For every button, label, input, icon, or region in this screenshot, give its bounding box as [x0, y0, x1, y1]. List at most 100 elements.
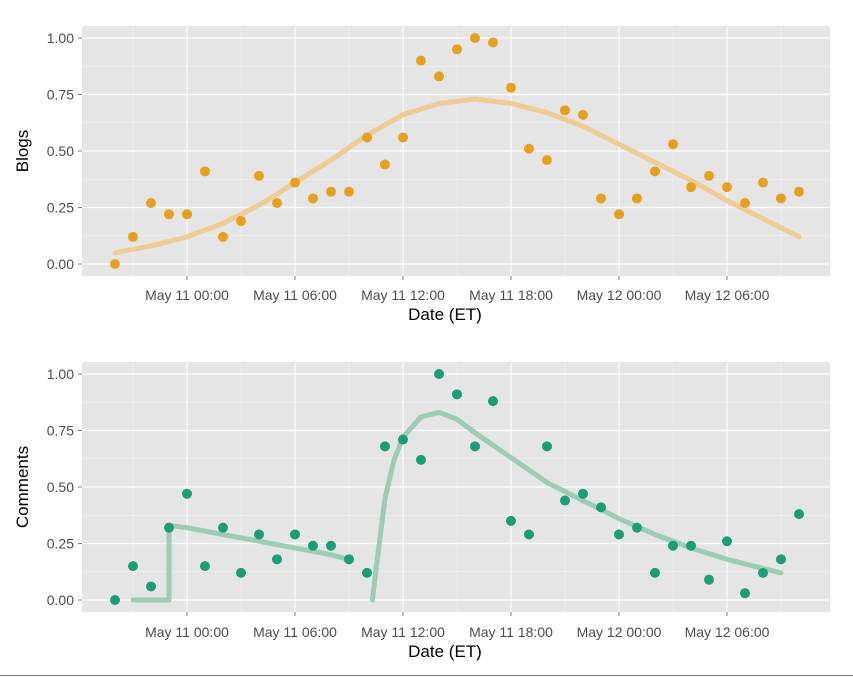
comments-data-point — [236, 567, 246, 578]
comments-data-point — [416, 454, 426, 465]
comments-xtick-label: May 11 12:00 — [361, 624, 445, 640]
comments-xtick-label: May 12 00:00 — [577, 624, 662, 640]
comments-data-point — [308, 540, 318, 551]
comments-ytick-label: 0.50 — [47, 479, 74, 495]
blogs-data-point — [164, 209, 174, 220]
comments-data-point — [722, 536, 732, 547]
blogs-data-point — [524, 143, 534, 154]
blogs-xtick-label: May 12 06:00 — [685, 287, 770, 303]
blogs-data-point — [578, 109, 588, 120]
comments-data-point — [110, 595, 120, 605]
comments-data-point — [758, 567, 768, 578]
blogs-data-point — [542, 155, 552, 166]
blogs-data-point — [632, 193, 642, 204]
comments-data-point — [704, 574, 714, 585]
blogs-data-point — [488, 37, 498, 48]
blogs-data-point — [398, 132, 408, 143]
comments-data-point — [650, 567, 660, 578]
comments-data-point — [794, 509, 804, 520]
blogs-data-point — [596, 193, 606, 204]
comments-data-point — [776, 554, 786, 565]
blogs-data-point — [470, 33, 480, 43]
blogs-data-point — [614, 209, 624, 220]
blogs-data-point — [380, 159, 390, 170]
comments-ytick-label: 0.25 — [47, 536, 74, 552]
blogs-xtick-label: May 11 00:00 — [145, 287, 229, 303]
blogs-smooth-line — [112, 96, 802, 256]
blogs-data-point — [560, 105, 570, 116]
comments-data-point — [740, 588, 750, 599]
comments-data-point — [632, 522, 642, 533]
comments-ytick-label: 0.00 — [47, 592, 74, 608]
comments-data-point — [146, 581, 156, 592]
blogs-data-point — [344, 186, 354, 197]
comments-data-point — [200, 561, 210, 572]
blogs-y-axis-title: Blogs — [13, 130, 32, 173]
comments-smooth-line — [369, 409, 784, 603]
blogs-ytick-label: 0.25 — [47, 200, 74, 216]
blogs-xtick-label: May 11 18:00 — [469, 287, 553, 303]
blogs-data-point — [272, 197, 282, 208]
comments-data-point — [452, 389, 462, 400]
blogs-data-point — [254, 170, 264, 181]
blogs-data-point — [200, 166, 210, 177]
blogs-xtick-label: May 11 12:00 — [361, 287, 445, 303]
comments-data-point — [362, 567, 372, 578]
comments-data-point — [434, 369, 444, 379]
comments-data-point — [488, 396, 498, 407]
comments-data-point — [128, 561, 138, 572]
comments-data-point — [254, 529, 264, 540]
blogs-data-point — [290, 177, 300, 188]
comments-data-point — [668, 540, 678, 551]
blogs-data-point — [146, 197, 156, 208]
blogs-data-point — [416, 55, 426, 66]
comments-data-point — [578, 488, 588, 499]
bottom-divider — [0, 675, 853, 676]
blogs-xtick-label: May 12 00:00 — [577, 287, 662, 303]
comments-ytick-label: 1.00 — [47, 366, 74, 382]
comments-x-axis-title: Date (ET) — [408, 642, 482, 661]
comments-data-point — [182, 488, 192, 499]
comments-data-point — [344, 554, 354, 565]
comments-y-axis-title: Comments — [13, 446, 32, 528]
blogs-data-point — [758, 177, 768, 188]
blogs-data-point — [128, 231, 138, 242]
comments-xtick-label: May 11 18:00 — [469, 624, 553, 640]
blogs-ytick-label: 1.00 — [47, 30, 74, 46]
blogs-data-point — [704, 170, 714, 181]
comments-data-point — [326, 540, 336, 551]
comments-data-point — [506, 515, 516, 526]
comments-data-point — [524, 529, 534, 540]
blogs-x-axis-title: Date (ET) — [408, 305, 482, 324]
blogs-data-point — [308, 193, 318, 204]
blogs-data-point — [218, 231, 228, 242]
comments-data-point — [218, 522, 228, 533]
comments-data-point — [686, 540, 696, 551]
comments-data-point — [470, 441, 480, 452]
blogs-ytick-label: 0.75 — [47, 87, 74, 103]
blogs-data-point — [668, 139, 678, 150]
blogs-panel: 0.00 0.25 0.50 0.75 1.00 May 11 00:00 May 11 0… — [13, 26, 830, 324]
blogs-data-point — [236, 216, 246, 227]
comments-data-point — [380, 441, 390, 452]
blogs-ytick-label: 0.50 — [47, 143, 74, 159]
comments-panel: 0.00 0.25 0.50 0.75 1.00 May 11 00:00 May 11 0… — [13, 362, 830, 661]
comments-ytick-label: 0.75 — [47, 423, 74, 439]
blogs-data-point — [110, 259, 120, 269]
comments-data-point — [596, 502, 606, 513]
blogs-data-point — [740, 197, 750, 208]
blogs-data-point — [452, 44, 462, 55]
blogs-data-point — [506, 82, 516, 93]
comments-data-point — [290, 529, 300, 540]
comments-data-point — [542, 441, 552, 452]
blogs-data-point — [776, 193, 786, 204]
blogs-data-point — [326, 186, 336, 197]
comments-smooth-line — [130, 522, 352, 603]
comments-xtick-label: May 11 00:00 — [145, 624, 229, 640]
comments-data-point — [272, 554, 282, 565]
blogs-data-point — [650, 166, 660, 177]
blogs-data-point — [362, 132, 372, 143]
blogs-ytick-label: 0.00 — [47, 256, 74, 272]
comments-xtick-label: May 11 06:00 — [253, 624, 337, 640]
